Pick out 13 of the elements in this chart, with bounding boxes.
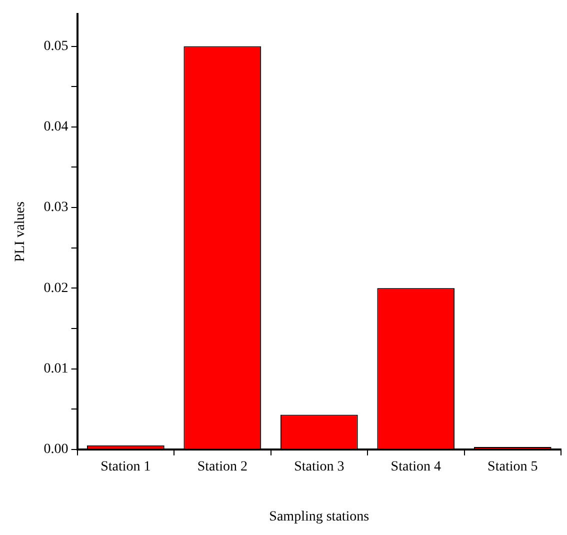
y-tick-label: 0.00 <box>44 442 68 458</box>
y-axis-title: PLI values <box>13 202 28 262</box>
x-tick-label: Station 4 <box>390 459 441 474</box>
x-axis-title: Sampling stations <box>269 509 370 524</box>
x-tick-label: Station 5 <box>488 459 538 474</box>
x-tick-label: Station 1 <box>100 459 151 474</box>
y-tick-label: 0.03 <box>44 200 68 216</box>
y-tick-label: 0.02 <box>44 280 68 296</box>
y-tick-label: 0.01 <box>44 361 68 376</box>
y-tick-label: 0.04 <box>44 120 68 135</box>
x-tick-label: Station 2 <box>197 459 248 474</box>
x-tick-label: Station 3 <box>294 459 344 474</box>
y-tick-label: 0.05 <box>44 38 68 54</box>
